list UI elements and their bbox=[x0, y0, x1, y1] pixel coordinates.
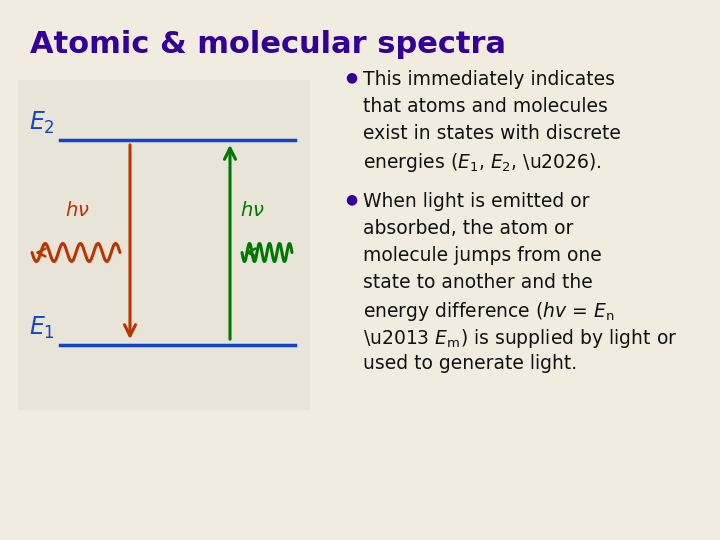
Text: $E_1$: $E_1$ bbox=[30, 315, 55, 341]
Text: energies ($E_1$, $E_2$, \u2026).: energies ($E_1$, $E_2$, \u2026). bbox=[363, 151, 602, 174]
Text: $E_2$: $E_2$ bbox=[30, 110, 55, 136]
Text: energy difference ($hv$ = $E_\mathrm{n}$: energy difference ($hv$ = $E_\mathrm{n}$ bbox=[363, 300, 614, 323]
Text: $h\nu$: $h\nu$ bbox=[65, 201, 90, 220]
Text: absorbed, the atom or: absorbed, the atom or bbox=[363, 219, 573, 238]
Text: molecule jumps from one: molecule jumps from one bbox=[363, 246, 602, 265]
Text: ●: ● bbox=[345, 70, 357, 84]
Text: This immediately indicates: This immediately indicates bbox=[363, 70, 615, 89]
Text: exist in states with discrete: exist in states with discrete bbox=[363, 124, 621, 143]
Text: \u2013 $E_\mathrm{m}$) is supplied by light or: \u2013 $E_\mathrm{m}$) is supplied by li… bbox=[363, 327, 678, 350]
FancyBboxPatch shape bbox=[18, 80, 310, 410]
Text: $h\nu$: $h\nu$ bbox=[240, 201, 265, 220]
Text: state to another and the: state to another and the bbox=[363, 273, 593, 292]
Text: used to generate light.: used to generate light. bbox=[363, 354, 577, 373]
Text: Atomic & molecular spectra: Atomic & molecular spectra bbox=[30, 30, 506, 59]
Text: that atoms and molecules: that atoms and molecules bbox=[363, 97, 608, 116]
Text: ●: ● bbox=[345, 192, 357, 206]
Text: When light is emitted or: When light is emitted or bbox=[363, 192, 590, 211]
